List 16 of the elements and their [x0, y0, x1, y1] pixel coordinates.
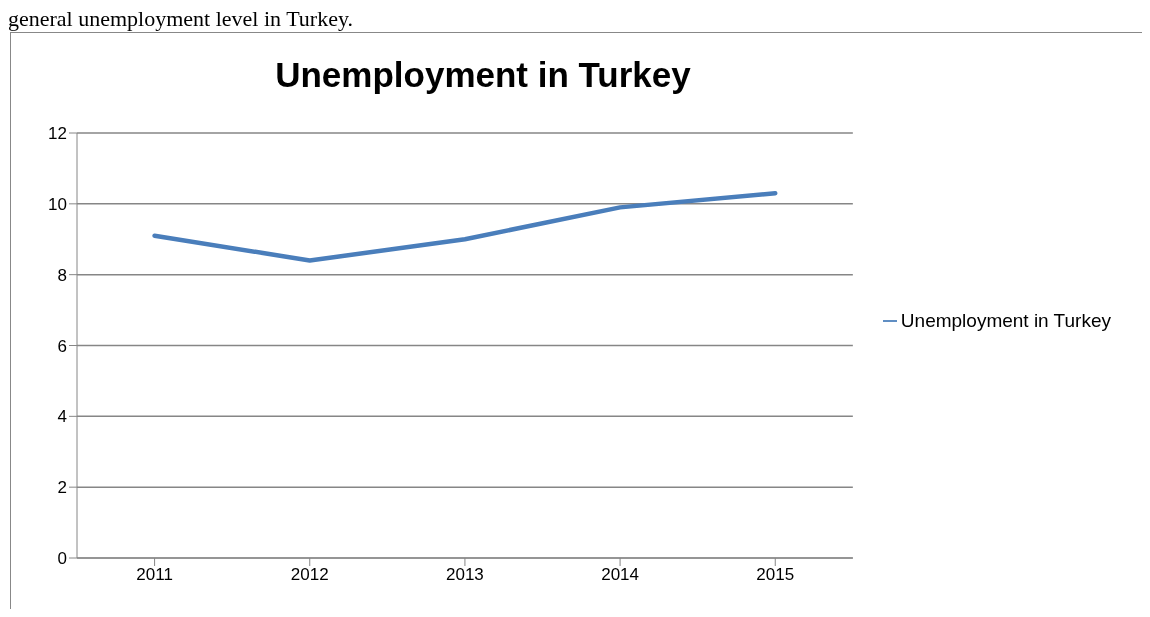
x-tick-label: 2012 [290, 565, 329, 585]
y-tick-label: 4 [57, 407, 67, 427]
y-tick-label: 0 [57, 549, 67, 569]
y-tick-label: 8 [57, 265, 67, 285]
x-tick-label: 2013 [446, 565, 484, 585]
y-tick-label: 6 [57, 336, 67, 356]
y-tick-label: 2 [57, 478, 67, 498]
x-tick-label: 2011 [136, 565, 173, 585]
y-tick-label: 10 [48, 194, 67, 214]
chart-title: Unemployment in Turkey [274, 55, 692, 95]
x-tick-label: 2014 [601, 565, 639, 585]
line-series [152, 190, 778, 263]
y-tick-label: 12 [48, 124, 67, 144]
x-tick-label: 2015 [756, 565, 795, 585]
text: general unemployment level in Turkey. [8, 7, 354, 31]
legend-label: Unemployment in Turkey [900, 309, 1111, 331]
